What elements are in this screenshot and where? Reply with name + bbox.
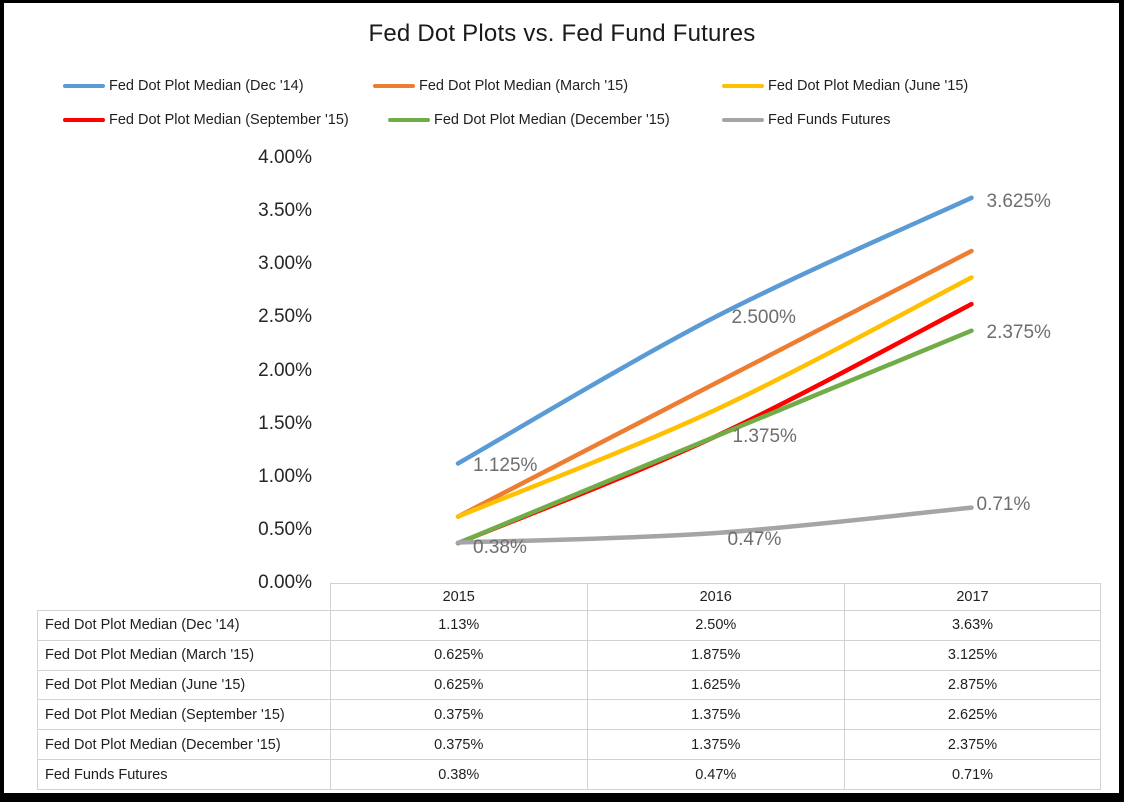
table-corner-cell (37, 583, 330, 611)
y-axis-tick: 3.50% (258, 200, 312, 222)
y-axis-tick: 4.00% (258, 147, 312, 168)
legend-line-swatch-dec15 (388, 117, 430, 123)
table-cell-fed-funds-futures-2016: 0.47% (586, 760, 844, 790)
table-cell-dec15-2015: 0.375% (330, 730, 587, 761)
legend-item-dec15[interactable]: Fed Dot Plot Median (December '15) (388, 111, 670, 129)
table-cell-dec15-2017: 2.375% (844, 730, 1101, 761)
series-line-dec14[interactable] (455, 195, 974, 466)
table-header-cell-2015: 2015 (330, 583, 587, 611)
data-label-dec14-2016: 2.500% (731, 307, 796, 329)
data-label-fed-funds-futures-2015: 0.38% (473, 536, 527, 558)
y-axis-tick: 2.00% (258, 359, 312, 381)
table-row-label-jun15: Fed Dot Plot Median (June '15) (37, 670, 330, 701)
series-line-sep15[interactable] (455, 301, 974, 546)
legend-item-sep15[interactable]: Fed Dot Plot Median (September '15) (63, 111, 349, 129)
series-line-jun15[interactable] (455, 275, 974, 519)
legend-line-swatch-fed-funds-futures (722, 117, 764, 123)
series-line-fed-funds-futures[interactable] (455, 505, 974, 545)
y-axis-tick: 2.50% (258, 306, 312, 328)
data-label-dec15-2016: 1.375% (732, 425, 797, 447)
table-cell-dec14-2015: 1.13% (330, 611, 587, 641)
data-label-dec15-2017: 2.375% (986, 321, 1051, 343)
table-row-label-dec15: Fed Dot Plot Median (December '15) (37, 730, 330, 761)
table-cell-jun15-2017: 2.875% (844, 670, 1101, 701)
table-header-cell-2016: 2016 (586, 583, 844, 611)
legend-label: Fed Dot Plot Median (September '15) (109, 112, 349, 128)
data-table: 2015 2016 2017 Fed Dot Plot Median (Dec '14… (37, 583, 1101, 790)
table-row-label-sep15: Fed Dot Plot Median (September '15) (37, 700, 330, 731)
data-label-dec14-2015: 1.125% (473, 455, 538, 477)
legend-line-swatch-sep15 (63, 117, 105, 123)
data-label-fed-funds-futures-2017: 0.71% (976, 493, 1031, 515)
table-cell-dec14-2017: 3.63% (844, 611, 1101, 641)
y-axis-tick: 1.00% (258, 465, 312, 487)
legend-item-fed-funds-futures[interactable]: Fed Funds Futures (722, 111, 891, 129)
table-cell-jun15-2016: 1.625% (586, 670, 844, 701)
table-cell-fed-funds-futures-2015: 0.38% (330, 760, 587, 790)
chart-title[interactable]: Fed Dot Plots vs. Fed Fund Futures (368, 20, 756, 47)
table-cell-mar15-2016: 1.875% (586, 640, 844, 671)
legend-line-swatch-dec14 (63, 83, 105, 89)
legend-item-mar15[interactable]: Fed Dot Plot Median (March '15) (373, 77, 628, 95)
legend-label: Fed Dot Plot Median (March '15) (419, 78, 629, 94)
y-axis-tick: 0.50% (258, 518, 312, 540)
table-cell-sep15-2016: 1.375% (586, 700, 844, 731)
legend-line-swatch-mar15 (373, 83, 415, 89)
legend-label: Fed Dot Plot Median (December '15) (434, 112, 670, 128)
table-row-label-dec14: Fed Dot Plot Median (Dec '14) (37, 611, 330, 641)
y-axis-tick: 3.00% (258, 253, 312, 275)
y-axis-tick: 0.00% (258, 572, 312, 593)
legend-label: Fed Dot Plot Median (June '15) (768, 78, 969, 94)
y-axis-tick: 1.50% (258, 412, 312, 434)
table-cell-mar15-2017: 3.125% (844, 640, 1101, 671)
series-line-dec15[interactable] (455, 328, 974, 546)
series-line-mar15[interactable] (455, 248, 974, 519)
table-cell-dec15-2016: 1.375% (586, 730, 844, 761)
table-header-cell-2017: 2017 (844, 583, 1101, 611)
table-cell-dec14-2016: 2.50% (586, 611, 844, 641)
legend-item-dec14[interactable]: Fed Dot Plot Median (Dec '14) (63, 77, 304, 95)
table-cell-sep15-2017: 2.625% (844, 700, 1101, 731)
legend-item-jun15[interactable]: Fed Dot Plot Median (June '15) (722, 77, 968, 95)
table-row-label-fed-funds-futures: Fed Funds Futures (37, 760, 330, 790)
legend-line-swatch-jun15 (722, 83, 764, 89)
table-cell-mar15-2015: 0.625% (330, 640, 587, 671)
table-cell-jun15-2015: 0.625% (330, 670, 587, 701)
table-cell-sep15-2015: 0.375% (330, 700, 587, 731)
legend-label: Fed Dot Plot Median (Dec '14) (109, 78, 304, 94)
legend-label: Fed Funds Futures (768, 112, 891, 128)
table-cell-fed-funds-futures-2017: 0.71% (844, 760, 1101, 790)
table-row-label-mar15: Fed Dot Plot Median (March '15) (37, 640, 330, 671)
data-label-dec14-2017: 3.625% (986, 190, 1051, 212)
data-label-fed-funds-futures-2016: 0.47% (727, 529, 782, 551)
